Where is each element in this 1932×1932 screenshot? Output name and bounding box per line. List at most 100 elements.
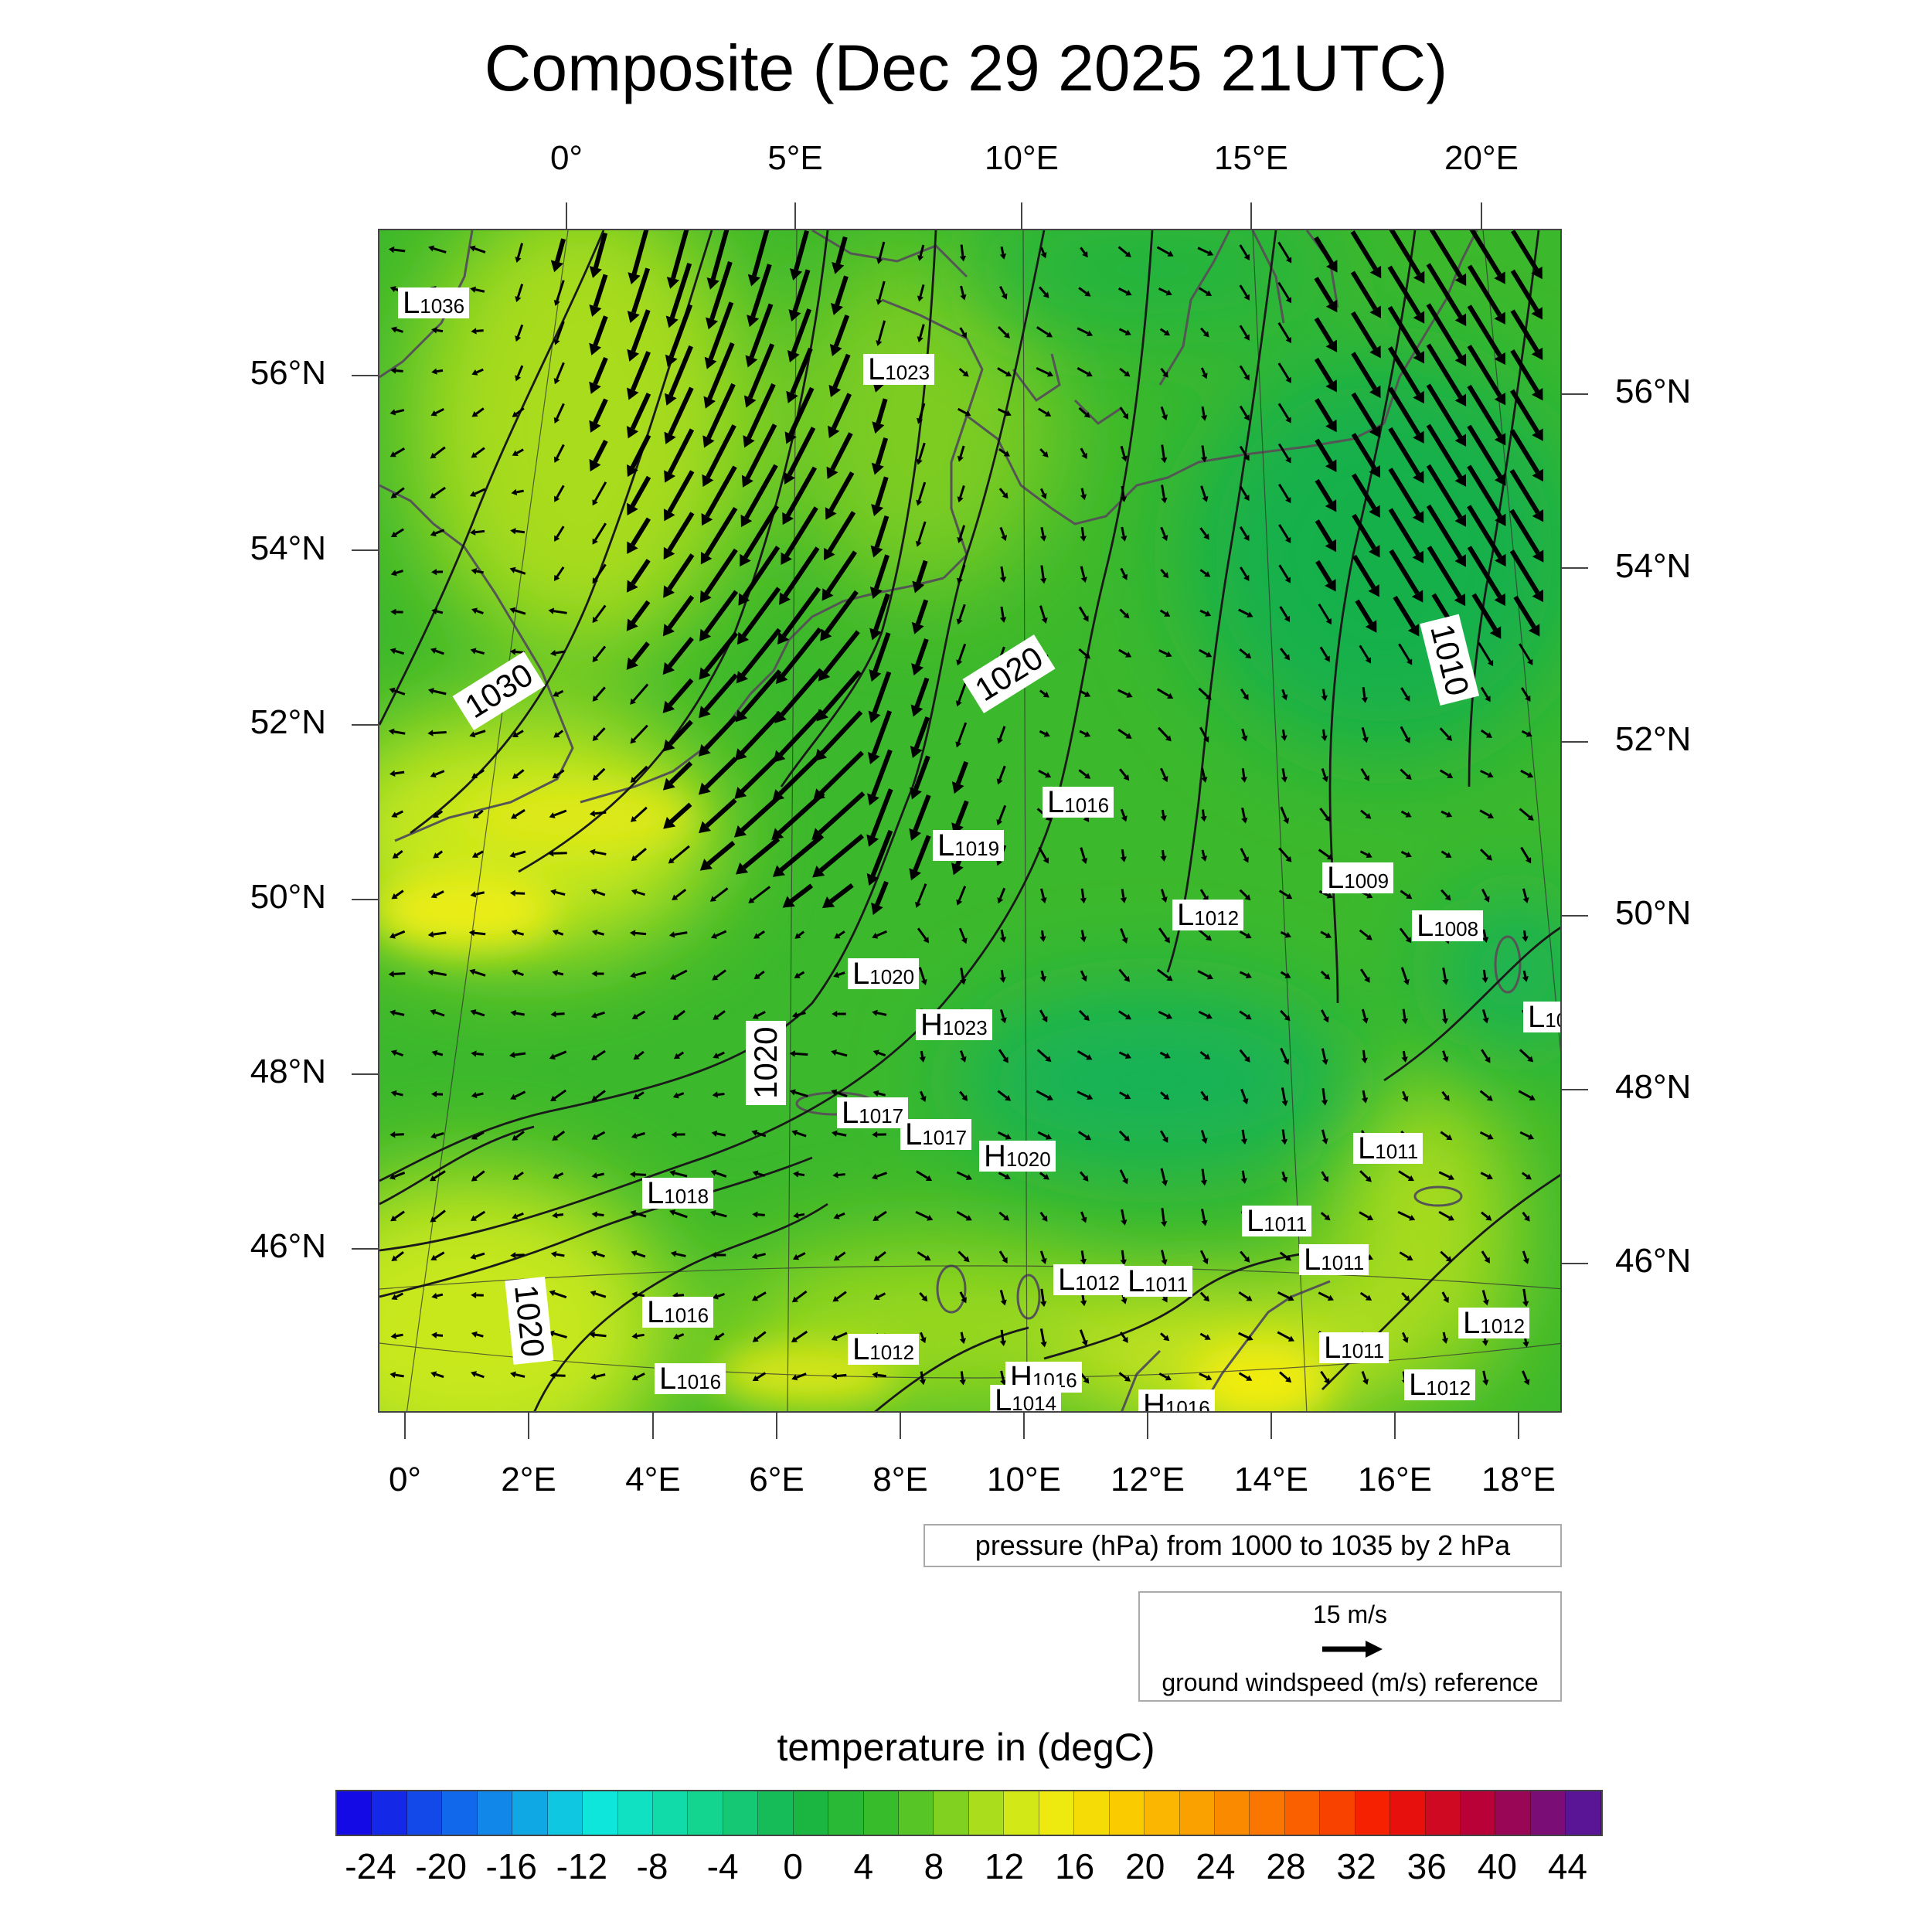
wind-vector-head: [630, 777, 637, 784]
wind-vector: [474, 971, 486, 977]
wind-vector-head: [1002, 1056, 1009, 1063]
wind-vector-head: [1285, 417, 1291, 423]
wind-vector: [1038, 846, 1047, 860]
wind-vector: [433, 971, 447, 976]
wind-vector-head: [1284, 1254, 1292, 1261]
wind-vector-head: [390, 1215, 397, 1222]
wind-vector: [1387, 346, 1421, 396]
pressure-center: H1016: [1138, 1389, 1215, 1411]
wind-vector-head: [388, 971, 394, 978]
wind-vector-head: [1084, 691, 1091, 697]
wind-vector: [1080, 888, 1085, 899]
wind-vector-head: [511, 488, 518, 496]
wind-vector: [1467, 264, 1502, 317]
wind-vector-head: [916, 458, 923, 465]
map-panel[interactable]: 1030 1020 1020 1020 1010 L1036 L1023 L10…: [378, 229, 1562, 1413]
wind-vector: [1121, 526, 1125, 537]
wind-vector-head: [471, 607, 478, 614]
wind-vector-head: [389, 648, 396, 655]
pressure-contour-info: pressure (hPa) from 1000 to 1035 by 2 hP…: [923, 1524, 1562, 1567]
wind-vector: [998, 1172, 1007, 1178]
wind-vector-head: [589, 810, 596, 817]
wind-vector-head: [665, 393, 677, 406]
wind-vector: [434, 1209, 446, 1220]
wind-vector: [1350, 270, 1378, 311]
wind-vector: [794, 1052, 808, 1056]
wind-vector-head: [1522, 1257, 1529, 1264]
wind-vector-head: [590, 1290, 597, 1297]
wind-vector: [636, 1131, 645, 1138]
wind-vector: [1319, 808, 1328, 818]
wind-vector: [1513, 595, 1536, 629]
colorbar-tick-label: 4: [853, 1846, 874, 1886]
colorbar-swatch: [617, 1791, 653, 1835]
wind-vector-head: [589, 420, 601, 433]
wind-vector-head: [812, 866, 825, 878]
wind-vector-head: [709, 896, 716, 902]
colorbar-swatch: [652, 1791, 689, 1835]
wind-vector-head: [515, 296, 522, 303]
wind-vector: [873, 593, 890, 631]
wind-vector: [1118, 1010, 1128, 1018]
wind-vector-head: [1039, 936, 1046, 942]
wind-vector: [1321, 1088, 1326, 1100]
wind-vector: [396, 1092, 403, 1097]
wind-vector: [1238, 1332, 1249, 1339]
wind-vector-head: [1366, 934, 1372, 940]
wind-vector-head: [1205, 934, 1213, 941]
wind-vector-head: [1080, 494, 1087, 501]
wind-vector-head: [1201, 777, 1208, 783]
wind-vector-head: [789, 1089, 796, 1096]
wind-vector-head: [1411, 590, 1423, 603]
wind-vector-head: [1125, 651, 1132, 658]
bottom-lon-label: 4°E: [625, 1461, 681, 1498]
wind-vector-head: [959, 1379, 966, 1386]
wind-vector: [1239, 485, 1248, 498]
wind-vector-head: [471, 772, 478, 779]
wind-vector: [875, 880, 889, 906]
wind-vector: [474, 447, 485, 456]
wind-vector-head: [1369, 305, 1381, 318]
wind-vector-head: [925, 1175, 933, 1181]
wind-vector-head: [1325, 579, 1336, 592]
wind-vector-head: [512, 1134, 519, 1141]
wind-vector-head: [1527, 1056, 1534, 1063]
wind-vector-head: [1243, 693, 1249, 701]
wind-vector-head: [1413, 430, 1424, 444]
wind-vector-head: [713, 1334, 720, 1341]
wind-vector: [960, 285, 964, 296]
wind-vector-head: [550, 1095, 557, 1102]
wind-vector: [916, 560, 928, 584]
wind-vector: [1199, 527, 1207, 536]
wind-vector-head: [591, 1211, 598, 1218]
pressure-center: L1020: [848, 958, 920, 989]
wind-vector: [474, 1011, 485, 1017]
wind-vector: [1199, 648, 1208, 656]
wind-vector-head: [430, 892, 437, 899]
wind-vector-head: [1441, 1338, 1449, 1344]
colorbar-swatch: [899, 1791, 934, 1835]
wind-vector-head: [1485, 1214, 1492, 1221]
wind-vector-head: [1046, 1094, 1053, 1100]
wind-vector: [1518, 1090, 1532, 1099]
wind-vector-head: [912, 580, 925, 594]
wind-vector-head: [512, 1213, 519, 1219]
wind-vector-head: [1084, 291, 1091, 297]
wind-vector-head: [866, 834, 879, 847]
wind-vector: [1359, 850, 1369, 856]
wind-vector: [474, 1252, 485, 1258]
wind-vector: [717, 1051, 725, 1057]
wind-vector-head: [1124, 1135, 1130, 1142]
wind-vector-head: [777, 631, 790, 645]
wind-vector: [919, 284, 925, 298]
wind-vector-head: [748, 897, 755, 903]
wind-vector-head: [671, 1131, 677, 1138]
wind-vector-head: [751, 1253, 758, 1260]
wind-vector-head: [1160, 1221, 1168, 1227]
wind-vector-head: [872, 1215, 879, 1221]
wind-vector: [1314, 236, 1334, 265]
wind-vector-head: [511, 929, 518, 936]
wind-vector: [1279, 606, 1288, 618]
wind-vector-head: [631, 1132, 638, 1139]
wind-vector: [1040, 526, 1045, 537]
